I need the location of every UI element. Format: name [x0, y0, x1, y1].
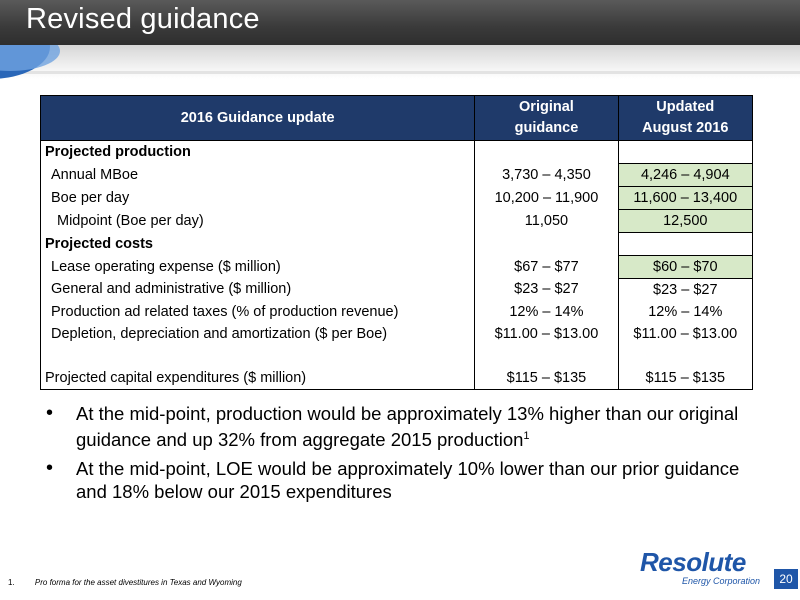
bullet-dot-icon: •	[46, 457, 54, 480]
bullet-text: At the mid-point, LOE would be approxima…	[76, 458, 740, 503]
original-value: 11,050	[474, 209, 619, 233]
row-label: Production ad related taxes (% of produc…	[51, 303, 399, 320]
footnote: 1. Pro forma for the asset divestitures …	[8, 578, 242, 587]
footnote-text: Pro forma for the asset divestitures in …	[34, 578, 242, 587]
logo-subtitle: Energy Corporation	[682, 576, 761, 586]
row-label: General and administrative ($ million)	[51, 281, 292, 298]
empty-cell	[474, 140, 619, 164]
page-number: 20	[774, 569, 798, 589]
original-value: $67 – $77	[474, 255, 619, 279]
section-row-costs: Projected costs	[41, 232, 754, 256]
header-updated: Updated August 2016	[617, 95, 754, 141]
table-row: Lease operating expense ($ million) $67 …	[41, 255, 754, 279]
section-row-production: Projected production	[41, 140, 754, 164]
header-updated-line2: August 2016	[642, 120, 729, 136]
original-value: 3,730 – 4,350	[474, 163, 619, 187]
bullet-dot-icon: •	[46, 402, 54, 424]
table-row: Boe per day 10,200 – 11,900 11,600 – 13,…	[41, 186, 754, 210]
header-band	[0, 45, 800, 79]
row-label: Boe per day	[51, 189, 130, 206]
empty-cell	[617, 232, 754, 256]
table-row: Depletion, depreciation and amortization…	[41, 323, 754, 345]
original-value: 12% – 14%	[474, 301, 619, 323]
guidance-table: 2016 Guidance update Original guidance U…	[40, 95, 754, 390]
bullet-item: • At the mid-point, LOE would be approxi…	[42, 457, 762, 503]
original-value: $23 – $27	[474, 278, 619, 301]
empty-cell	[474, 232, 619, 256]
header-original-line2: guidance	[514, 120, 579, 136]
bullet-item: • At the mid-point, production would be …	[42, 402, 762, 451]
table-row: Annual MBoe 3,730 – 4,350 4,246 – 4,904	[41, 163, 754, 187]
updated-value: $23 – $27	[617, 278, 754, 301]
original-value: $11.00 – $13.00	[474, 323, 619, 345]
updated-value: 4,246 – 4,904	[617, 163, 754, 187]
bullet-list: • At the mid-point, production would be …	[42, 402, 762, 509]
header-updated-line1: Updated	[656, 99, 715, 115]
section-label-production: Projected production	[45, 143, 191, 160]
row-label: Lease operating expense ($ million)	[51, 258, 281, 275]
row-label: Midpoint (Boe per day)	[57, 212, 204, 229]
updated-value: 12% – 14%	[617, 301, 754, 323]
capex-original-value: $115 – $135	[474, 367, 619, 390]
empty-cell	[474, 345, 619, 367]
empty-cell	[41, 345, 475, 367]
slide-title: Revised guidance	[26, 3, 260, 35]
capex-updated-value: $115 – $135	[617, 367, 754, 390]
original-value: 10,200 – 11,900	[474, 186, 619, 210]
capex-row: Projected capital expenditures ($ millio…	[41, 367, 754, 390]
logo-name: Resolute	[640, 547, 746, 577]
header-original-line1: Original	[519, 99, 574, 115]
updated-value: 12,500	[617, 209, 754, 233]
title-bar: Revised guidance	[0, 0, 800, 45]
header-original: Original guidance	[474, 95, 619, 141]
updated-value: $11.00 – $13.00	[617, 323, 754, 345]
table-row: General and administrative ($ million) $…	[41, 278, 754, 301]
row-label: Depletion, depreciation and amortization…	[51, 325, 388, 342]
spacer-row	[41, 345, 754, 367]
updated-value: $60 – $70	[617, 255, 754, 279]
row-label: Annual MBoe	[51, 166, 139, 183]
empty-cell	[617, 140, 754, 164]
footnote-number: 1.	[8, 578, 15, 587]
section-label-costs: Projected costs	[45, 235, 153, 252]
table-row: Midpoint (Boe per day) 11,050 12,500	[41, 209, 754, 233]
footnote-marker: 1	[523, 430, 530, 442]
table-row: Production ad related taxes (% of produc…	[41, 301, 754, 323]
company-logo: Resolute Energy Corporation	[630, 547, 780, 587]
band-line	[0, 71, 800, 74]
header-guidance-update: 2016 Guidance update	[40, 95, 475, 141]
table-header-row: 2016 Guidance update Original guidance U…	[40, 95, 754, 141]
empty-cell	[617, 345, 754, 367]
updated-value: 11,600 – 13,400	[617, 186, 754, 210]
capex-label: Projected capital expenditures ($ millio…	[45, 369, 307, 386]
bullet-text: At the mid-point, production would be ap…	[76, 403, 739, 451]
